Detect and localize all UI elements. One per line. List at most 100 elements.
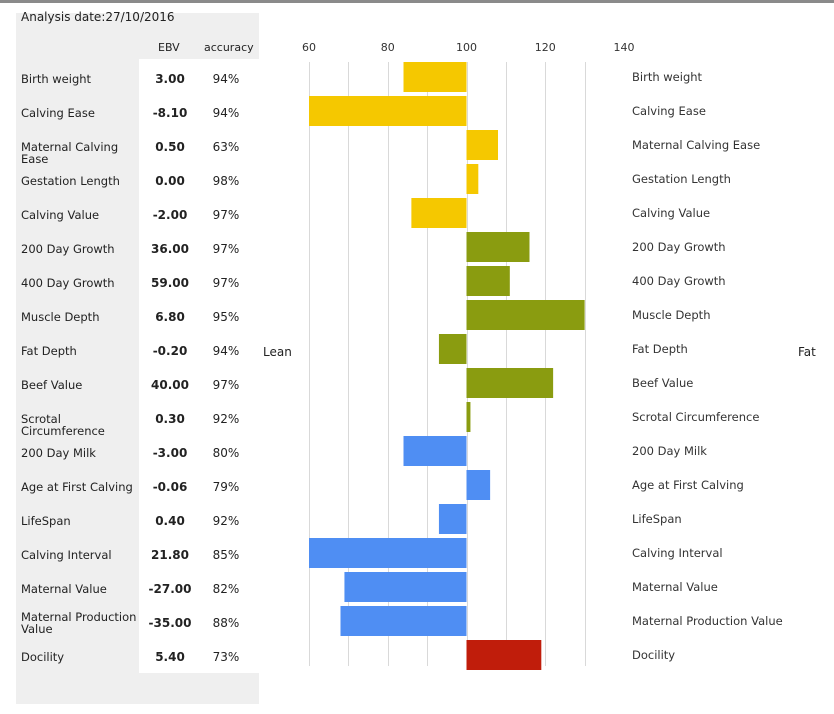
accuracy-value: 88%: [212, 616, 240, 630]
chart-category-label: Scrotal Circumference: [632, 410, 760, 424]
bar-scrotal-circumference: [466, 402, 471, 432]
trait-label: 400 Day Growth: [21, 276, 115, 290]
accuracy-value: 94%: [212, 72, 240, 86]
accuracy-value: 79%: [212, 480, 240, 494]
accuracy-header: accuracy: [204, 41, 254, 54]
top-border: [0, 0, 834, 3]
ebv-value: -8.10: [152, 106, 188, 120]
bar-age-at-first-calving: [466, 470, 491, 500]
bar-calving-interval: [309, 538, 467, 568]
chart-category-label: Maternal Calving Ease: [632, 138, 761, 152]
bar-maternal-value: [344, 572, 467, 602]
trait-label: Maternal Value: [21, 582, 107, 596]
x-tick-label: 120: [535, 41, 556, 54]
chart-category-label: Birth weight: [632, 70, 703, 84]
ebv-value: 21.80: [151, 548, 189, 562]
accuracy-value: 94%: [212, 344, 240, 358]
chart-category-label: Age at First Calving: [632, 478, 744, 492]
chart-category-label: 200 Day Milk: [632, 444, 707, 458]
trait-label: Calving Ease: [21, 106, 95, 120]
accuracy-value: 85%: [212, 548, 240, 562]
accuracy-value: 94%: [212, 106, 240, 120]
x-tick-label: 80: [381, 41, 395, 54]
bar-lifespan: [438, 504, 467, 534]
accuracy-value: 97%: [212, 378, 240, 392]
bar-birth-weight: [403, 62, 467, 92]
accuracy-value: 82%: [212, 582, 240, 596]
bar-200-day-milk: [403, 436, 467, 466]
chart-category-label: 200 Day Growth: [632, 240, 726, 254]
trait-label: LifeSpan: [21, 514, 71, 528]
accuracy-value: 73%: [212, 650, 240, 664]
bar-calving-ease: [309, 96, 467, 126]
ebv-value: -2.00: [152, 208, 188, 222]
ebv-value: 59.00: [151, 276, 189, 290]
ebv-value: 0.50: [155, 140, 185, 154]
bar-maternal-production-value: [340, 606, 467, 636]
chart-category-label: Maternal Value: [632, 580, 718, 594]
ebv-value: 3.00: [155, 72, 185, 86]
ebv-accuracy-column: [139, 59, 259, 673]
chart-category-label: Maternal Production Value: [632, 614, 783, 628]
bar-muscle-depth: [466, 300, 585, 330]
chart-category-label: Calving Interval: [632, 546, 723, 560]
lean-label: Lean: [263, 345, 292, 359]
bar-beef-value: [466, 368, 554, 398]
trait-label: Gestation Length: [21, 174, 120, 188]
trait-label: Maternal Calving Ease: [21, 140, 119, 166]
ebv-value: 0.40: [155, 514, 185, 528]
accuracy-value: 97%: [212, 276, 240, 290]
x-tick-label: 60: [302, 41, 316, 54]
trait-label: Muscle Depth: [21, 310, 100, 324]
trait-label: Birth weight: [21, 72, 92, 86]
trait-label: Age at First Calving: [21, 480, 133, 494]
ebv-value: -0.20: [152, 344, 188, 358]
trait-label: Maternal Production Value: [21, 610, 137, 636]
ebv-value: -27.00: [148, 582, 192, 596]
ebv-value: -3.00: [152, 446, 188, 460]
accuracy-value: 98%: [212, 174, 240, 188]
x-tick-label: 140: [614, 41, 635, 54]
chart-category-label: Calving Ease: [632, 104, 706, 118]
chart-category-label: Gestation Length: [632, 172, 731, 186]
trait-label: Beef Value: [21, 378, 83, 392]
trait-label: 200 Day Milk: [21, 446, 96, 460]
ebv-value: 0.00: [155, 174, 185, 188]
chart-category-label: Muscle Depth: [632, 308, 711, 322]
ebv-value: 40.00: [151, 378, 189, 392]
accuracy-value: 97%: [212, 242, 240, 256]
accuracy-value: 95%: [212, 310, 240, 324]
trait-label: Calving Interval: [21, 548, 112, 562]
trait-label: 200 Day Growth: [21, 242, 115, 256]
ebv-value: 6.80: [155, 310, 185, 324]
chart-category-label: 400 Day Growth: [632, 274, 726, 288]
bar-fat-depth: [438, 334, 467, 364]
ebv-value: -0.06: [152, 480, 188, 494]
trait-label: Scrotal Circumference: [21, 412, 105, 438]
bar-200-day-growth: [466, 232, 530, 262]
trait-label: Calving Value: [21, 208, 100, 222]
chart-category-label: LifeSpan: [632, 512, 682, 526]
chart-category-label: Fat Depth: [632, 342, 688, 356]
accuracy-value: 97%: [212, 208, 240, 222]
trait-label: Fat Depth: [21, 344, 77, 358]
fat-label: Fat: [798, 345, 816, 359]
trait-label: Docility: [21, 650, 65, 664]
accuracy-value: 92%: [212, 514, 240, 528]
ebv-header: EBV: [158, 41, 180, 54]
accuracy-value: 80%: [212, 446, 240, 460]
bar-docility: [466, 640, 542, 670]
chart-category-label: Calving Value: [632, 206, 711, 220]
accuracy-value: 63%: [212, 140, 240, 154]
chart-category-label: Docility: [632, 648, 676, 662]
ebv-value: -35.00: [148, 616, 192, 630]
bar-400-day-growth: [466, 266, 510, 296]
ebv-value: 36.00: [151, 242, 189, 256]
ebv-value: 5.40: [155, 650, 185, 664]
analysis-date: Analysis date:27/10/2016: [21, 10, 175, 24]
chart-category-label: Beef Value: [632, 376, 694, 390]
bar-maternal-calving-ease: [466, 130, 498, 160]
accuracy-value: 92%: [212, 412, 240, 426]
bar-calving-value: [411, 198, 467, 228]
